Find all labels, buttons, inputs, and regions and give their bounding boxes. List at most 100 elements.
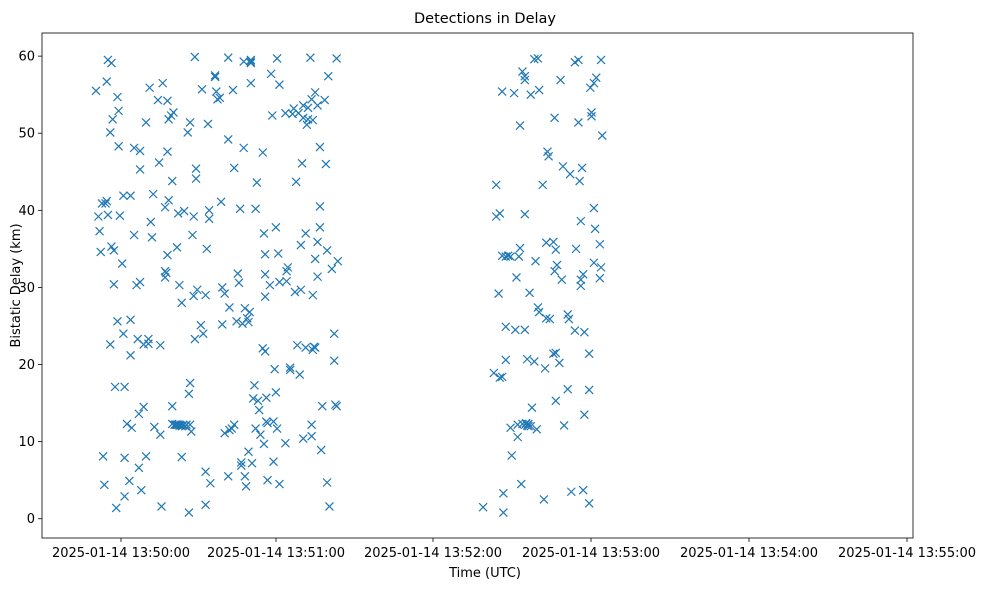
data-point: [201, 467, 211, 477]
data-point: [157, 501, 166, 511]
data-point: [124, 476, 134, 486]
data-point: [120, 453, 130, 463]
data-point: [587, 107, 596, 117]
data-point: [163, 147, 172, 157]
data-point: [203, 119, 213, 129]
data-point: [253, 396, 263, 406]
data-point: [177, 298, 187, 308]
data-point: [589, 258, 599, 268]
data-point: [563, 384, 573, 394]
data-point: [523, 421, 533, 431]
data-point: [252, 178, 262, 187]
data-point: [184, 389, 194, 399]
data-point: [127, 423, 137, 433]
x-tick-label: 2025-01-14 13:50:00: [52, 546, 190, 561]
data-point: [129, 143, 139, 153]
data-points: [91, 52, 607, 517]
x-tick-label: 2025-01-14 13:52:00: [364, 546, 502, 561]
data-point: [565, 169, 575, 179]
data-point: [327, 264, 337, 274]
data-point: [275, 80, 284, 90]
data-point: [126, 315, 135, 325]
data-point: [597, 131, 607, 140]
data-point: [589, 203, 599, 213]
data-point: [251, 204, 261, 214]
data-point: [97, 198, 107, 208]
data-point: [584, 385, 594, 395]
data-point: [223, 471, 233, 481]
data-point: [236, 458, 246, 467]
data-point: [275, 479, 284, 489]
data-point: [315, 222, 325, 232]
data-point: [126, 350, 135, 360]
data-point: [307, 431, 317, 441]
x-axis: 2025-01-14 13:50:00 2025-01-14 13:51:00 20…: [52, 538, 976, 561]
data-point: [183, 128, 193, 137]
y-tick-label: 60: [18, 50, 35, 65]
data-point: [585, 83, 595, 93]
data-point: [579, 327, 589, 337]
data-point: [548, 349, 558, 359]
data-point: [250, 380, 259, 390]
data-point: [246, 57, 256, 66]
data-point: [239, 57, 249, 66]
data-point: [247, 458, 257, 468]
data-point: [313, 272, 322, 282]
data-point: [506, 252, 515, 262]
data-point: [570, 326, 580, 336]
data-point: [201, 500, 211, 510]
data-point: [204, 205, 214, 215]
data-point: [269, 457, 278, 467]
data-point: [109, 279, 119, 289]
data-point: [550, 113, 560, 123]
data-point: [177, 452, 187, 462]
data-point: [515, 243, 525, 253]
data-point: [211, 87, 221, 97]
data-point: [224, 303, 234, 312]
data-point: [584, 498, 594, 508]
data-point: [153, 95, 163, 105]
data-point: [533, 54, 543, 63]
data-point: [590, 224, 600, 234]
data-point: [205, 478, 215, 488]
data-point: [103, 210, 113, 220]
data-point: [216, 197, 226, 207]
data-point: [548, 237, 558, 247]
data-point: [515, 121, 525, 130]
data-point: [332, 54, 342, 63]
data-point: [301, 229, 311, 238]
data-point: [179, 206, 189, 216]
data-point: [520, 71, 530, 81]
data-point: [320, 95, 330, 105]
data-point: [551, 396, 561, 406]
data-point: [108, 114, 118, 124]
data-point: [596, 55, 606, 65]
data-point: [204, 214, 214, 224]
data-point: [596, 262, 606, 272]
data-point: [254, 405, 264, 415]
y-tick-label: 0: [27, 512, 35, 527]
data-point: [202, 244, 212, 254]
data-point: [117, 259, 127, 268]
data-point: [167, 401, 177, 411]
data-point: [240, 303, 250, 313]
data-point: [246, 58, 256, 68]
data-point: [210, 72, 220, 82]
data-point: [234, 278, 244, 288]
data-point: [266, 69, 276, 79]
data-point: [322, 478, 332, 487]
data-point: [229, 163, 239, 173]
data-point: [136, 485, 146, 495]
data-point: [197, 84, 207, 94]
data-point: [259, 439, 269, 449]
data-point: [161, 268, 171, 278]
data-point: [220, 428, 230, 438]
data-point: [135, 277, 145, 287]
data-point: [248, 394, 258, 403]
data-point: [101, 198, 110, 208]
data-point: [531, 256, 540, 266]
data-point: [497, 87, 507, 97]
data-point: [280, 108, 290, 118]
data-point: [551, 245, 561, 255]
data-point: [576, 275, 586, 285]
